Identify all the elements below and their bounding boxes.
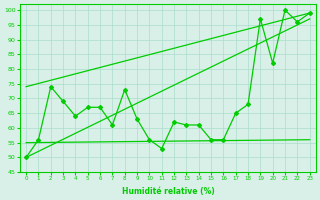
X-axis label: Humidité relative (%): Humidité relative (%) [122, 187, 214, 196]
